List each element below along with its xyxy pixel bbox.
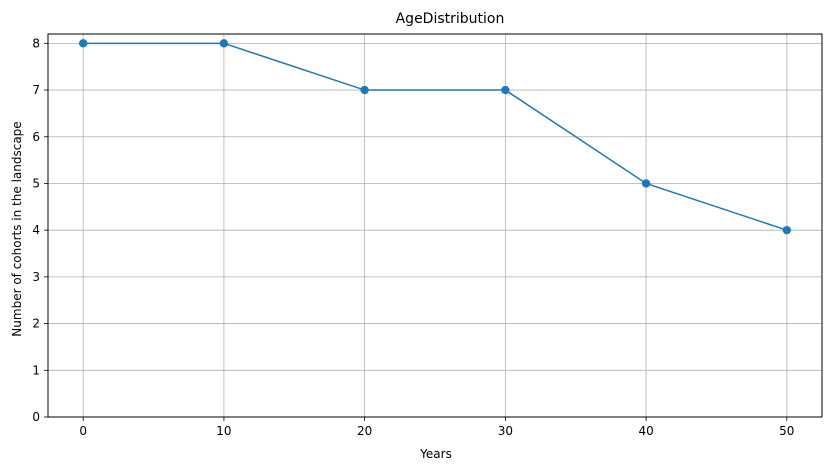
y-tick-label: 3 xyxy=(32,270,40,284)
y-tick-label: 8 xyxy=(32,36,40,50)
x-tick-label: 0 xyxy=(79,424,87,438)
data-point xyxy=(501,85,510,95)
y-axis-ticks: 0 1 2 3 4 5 6 7 8 xyxy=(32,36,48,424)
y-tick-label: 7 xyxy=(32,83,40,97)
x-tick-label: 30 xyxy=(498,424,513,438)
x-axis-ticks: 0 10 20 30 40 50 xyxy=(79,417,794,438)
y-axis-label: Number of cohorts in the landscape xyxy=(10,121,24,336)
plot-frame xyxy=(47,33,823,418)
data-point xyxy=(219,39,229,48)
x-tick-label: 40 xyxy=(638,424,653,438)
data-point xyxy=(360,85,369,95)
x-tick-label: 10 xyxy=(216,424,231,438)
data-point xyxy=(641,179,651,188)
x-tick-label: 50 xyxy=(779,424,794,438)
grid-lines xyxy=(48,34,822,418)
x-axis-label: Years xyxy=(419,447,452,461)
y-tick-label: 5 xyxy=(32,176,40,190)
data-point xyxy=(782,225,792,235)
data-point xyxy=(78,39,88,48)
series-line xyxy=(83,42,788,231)
y-tick-label: 0 xyxy=(32,410,40,424)
series-group xyxy=(78,39,792,235)
y-tick-label: 1 xyxy=(32,363,40,377)
y-tick-label: 6 xyxy=(32,130,40,144)
x-tick-label: 20 xyxy=(357,424,372,438)
chart-title: AgeDistribution xyxy=(396,11,505,27)
y-tick-label: 4 xyxy=(32,223,40,237)
y-tick-label: 2 xyxy=(32,317,40,331)
